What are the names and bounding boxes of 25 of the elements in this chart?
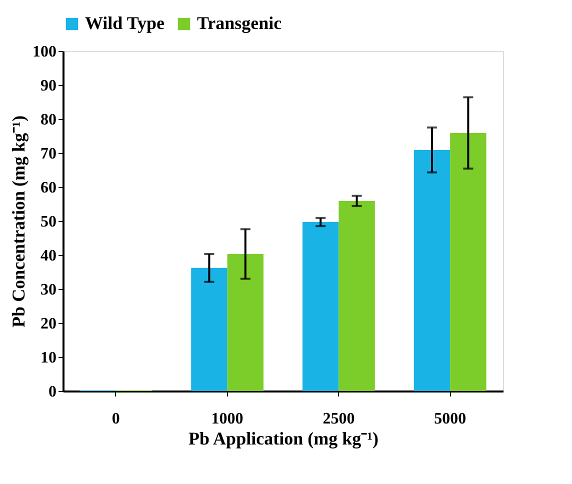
y-tick-label: 100 <box>32 44 56 60</box>
y-tick-label: 80 <box>40 112 56 128</box>
bar <box>191 268 228 391</box>
x-tick-label: 1000 <box>211 410 244 428</box>
legend-label: Wild Type <box>85 13 165 33</box>
bar <box>414 150 450 391</box>
x-tick-label: 5000 <box>434 410 466 428</box>
y-tick-label: 0 <box>48 384 56 400</box>
y-tick-label: 20 <box>40 316 56 332</box>
y-tick-label: 40 <box>40 248 56 264</box>
x-tick-label: 0 <box>112 410 120 428</box>
bar <box>338 200 375 391</box>
y-axis-title: Pb Concentration (mg kg⁻¹) <box>8 116 28 328</box>
y-tick-label: 90 <box>40 78 56 94</box>
bar <box>450 132 486 391</box>
y-tick-label: 70 <box>40 146 56 162</box>
bar <box>302 222 339 391</box>
x-axis-title: Pb Application (mg kg⁻¹) <box>188 428 378 448</box>
legend-label: Transgenic <box>197 13 282 33</box>
y-tick-label: 60 <box>40 180 56 196</box>
x-tick-label: 2500 <box>322 410 355 428</box>
y-tick-label: 50 <box>40 214 56 230</box>
y-tick-label: 10 <box>40 350 56 366</box>
y-tick-label: 30 <box>40 282 56 298</box>
bar <box>227 254 264 391</box>
